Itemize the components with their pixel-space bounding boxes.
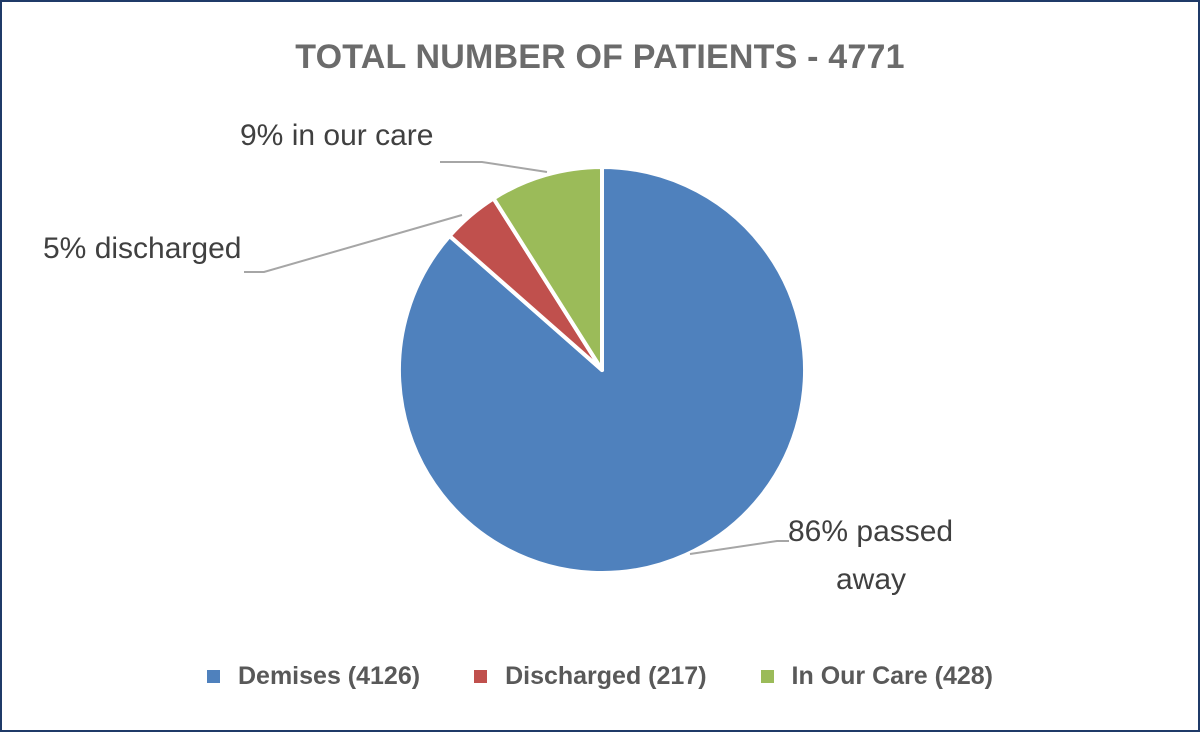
legend-item-in-our-care[interactable]: In Our Care (428) xyxy=(760,662,993,691)
leader-line-in-our-care xyxy=(440,161,548,173)
legend-label-in-our-care: In Our Care (428) xyxy=(791,662,993,690)
data-label-discharged: 5% discharged xyxy=(43,232,241,265)
data-label-demises-line2: away xyxy=(836,563,906,596)
leader-line-discharged xyxy=(244,214,463,273)
legend-item-demises[interactable]: Demises (4126) xyxy=(207,662,420,691)
legend-swatch-discharged xyxy=(474,670,488,683)
chart-legend: Demises (4126) Discharged (217) In Our C… xyxy=(2,662,1198,691)
legend-label-demises: Demises (4126) xyxy=(238,662,421,690)
legend-swatch-demises xyxy=(207,670,220,683)
legend-swatch-in-our-care xyxy=(760,670,774,683)
pie-slice-in-our-care[interactable] xyxy=(491,165,604,372)
chart-title: TOTAL NUMBER OF PATIENTS - 4771 xyxy=(295,38,905,76)
legend-item-discharged[interactable]: Discharged (217) xyxy=(474,662,707,691)
legend-label-discharged: Discharged (217) xyxy=(505,662,707,690)
leader-line-demises xyxy=(689,540,789,555)
data-label-in-our-care: 9% in our care xyxy=(240,119,433,152)
data-label-demises-line1: 86% passed xyxy=(788,515,953,548)
